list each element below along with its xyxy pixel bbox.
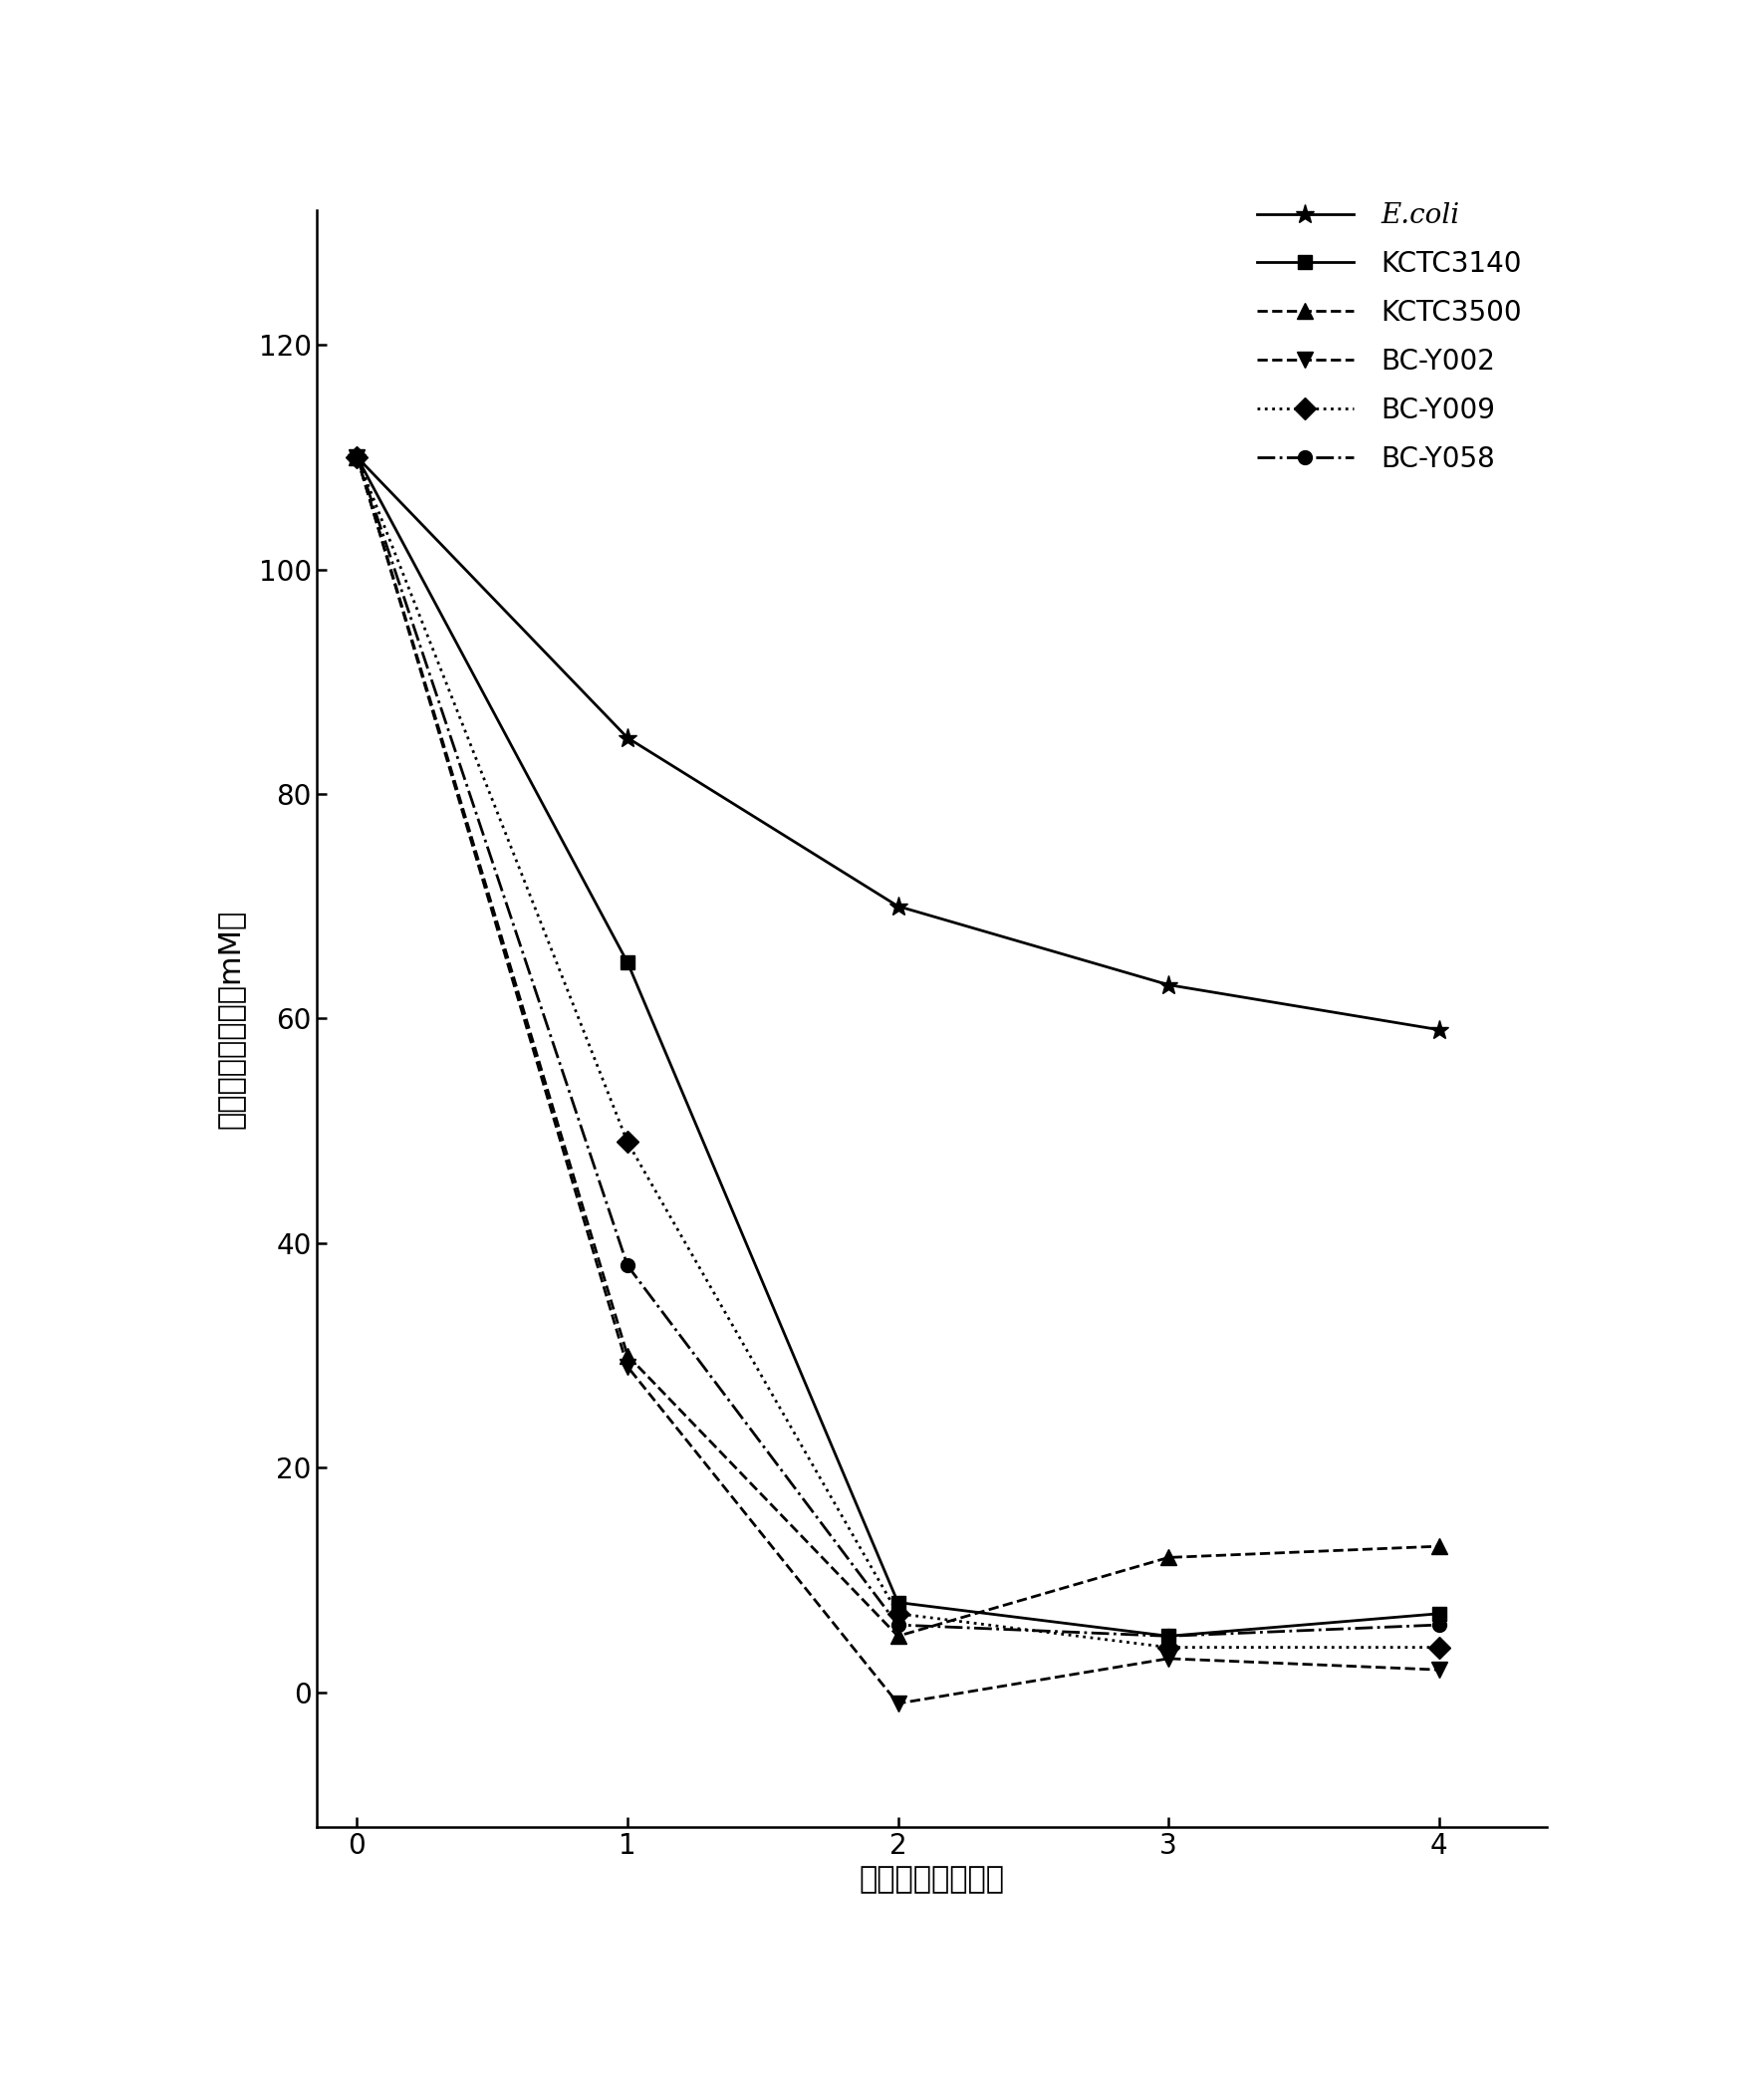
- Y-axis label: 残留葡萄糖浓度（mM）: 残留葡萄糖浓度（mM）: [216, 909, 244, 1128]
- Legend: E.coli, KCTC3140, KCTC3500, BC-Y002, BC-Y009, BC-Y058: E.coli, KCTC3140, KCTC3500, BC-Y002, BC-…: [1244, 191, 1532, 483]
- X-axis label: 温育时间（小时）: 温育时间（小时）: [859, 1865, 1003, 1894]
